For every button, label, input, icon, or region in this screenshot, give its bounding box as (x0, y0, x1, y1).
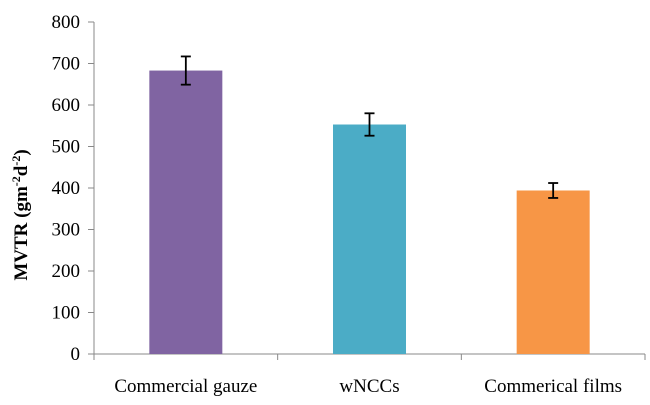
error-bar-1 (180, 55, 191, 86)
y-axis-label: MVTR (gm-2d-2) (9, 149, 32, 280)
category-label: Commerical films (484, 376, 622, 397)
bar-3 (516, 190, 590, 354)
y-tick-label: 200 (52, 261, 81, 282)
y-tick-label: 400 (52, 178, 81, 199)
error-bars (180, 55, 559, 199)
error-bar-2 (364, 112, 375, 137)
y-tick-label: 800 (52, 12, 81, 33)
svg-text:MVTR (gm-2d-2): MVTR (gm-2d-2) (9, 149, 32, 280)
ylabel-part-3: ) (11, 149, 32, 155)
category-label: Commercial gauze (114, 376, 257, 397)
y-tick-label: 300 (52, 220, 81, 241)
ylabel-part-1: MVTR (gm (11, 186, 32, 281)
bar-1 (149, 70, 223, 355)
ylabel-sup-1: -2 (9, 176, 23, 186)
axes: 0 100 200 300 400 500 600 700 800 (52, 12, 646, 365)
y-tick-label: 0 (71, 344, 81, 365)
y-tick-label: 600 (52, 95, 81, 116)
category-label: wNCCs (339, 376, 399, 397)
error-bar-3 (548, 182, 559, 199)
y-tick-label: 100 (52, 303, 81, 324)
bars (149, 70, 590, 355)
ylabel-part-2: d (11, 165, 32, 176)
ylabel-sup-2: -2 (9, 156, 23, 166)
bar-2 (333, 124, 406, 354)
category-labels: Commercial gauze wNCCs Commerical films (114, 376, 622, 397)
y-tick-label: 700 (52, 54, 81, 75)
y-tick-label: 500 (52, 137, 81, 158)
